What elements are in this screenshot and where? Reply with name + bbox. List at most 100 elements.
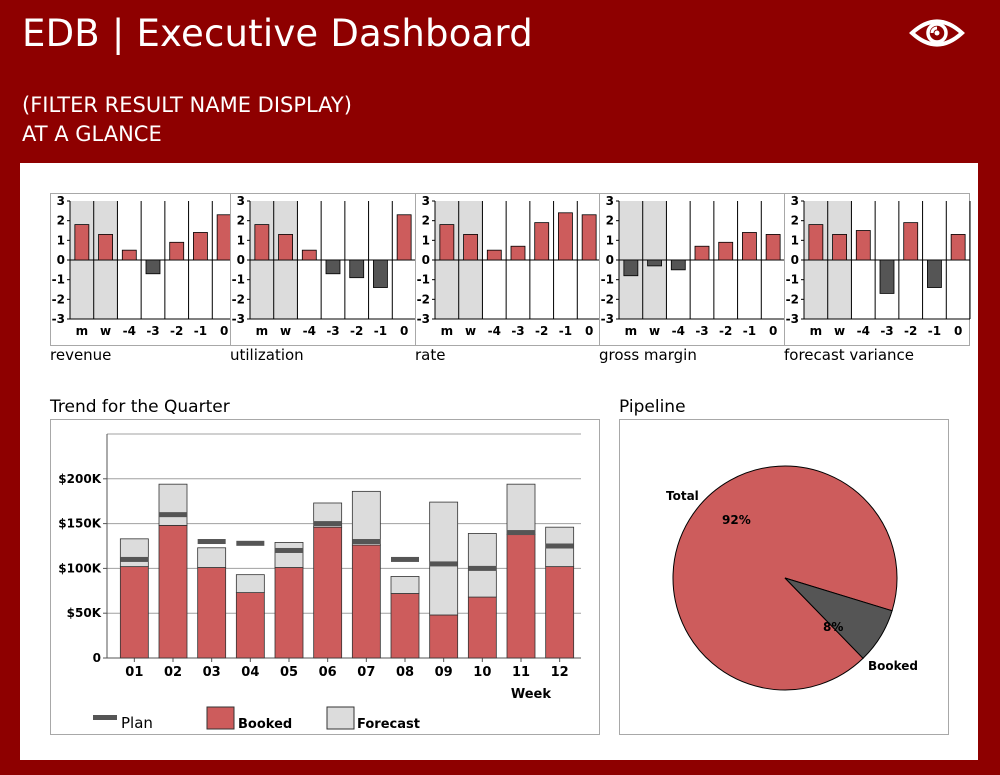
x-tick-label: -2 (904, 324, 917, 338)
y-tick-label: $50K (67, 606, 102, 620)
sparkline-bar (765, 234, 781, 261)
sparkline-chart-gross-margin: 3 2 1 0 -1 -2 -3 m w -4 -3 -2 -1 0 (601, 194, 786, 338)
sparkline-label-utilization: utilization (230, 346, 304, 364)
sparkline-bar (463, 234, 478, 261)
sparkline-bar (254, 224, 270, 261)
x-tick-label: 09 (435, 665, 453, 680)
forecast-bar (197, 547, 227, 568)
plan-marker (391, 556, 419, 562)
x-tick-label: 0 (400, 324, 408, 338)
forecast-bar (235, 574, 265, 593)
booked-bar (119, 566, 149, 659)
x-tick-label: 11 (512, 665, 530, 680)
sparkline-bar (278, 234, 293, 261)
sparkline-bar (486, 249, 502, 261)
sparkline-rate[interactable]: 3 2 1 0 -1 -2 -3 m w -4 -3 -2 -1 0 (415, 193, 602, 346)
pipeline-title: Pipeline (619, 397, 686, 417)
legend-forecast-label: Forecast (357, 717, 420, 732)
sparkline-bar (301, 249, 317, 261)
y-tick-label: -3 (52, 312, 65, 326)
pie-pct-booked: 8% (823, 620, 843, 634)
y-tick-label: -1 (786, 273, 799, 287)
booked-bar (351, 544, 381, 659)
y-tick-label: 3 (237, 194, 245, 208)
pie-pct-total: 92% (722, 513, 751, 527)
y-tick-label: 2 (57, 214, 65, 228)
sparkline-bar (74, 224, 90, 261)
sparkline-bar (623, 259, 639, 277)
y-tick-label: 1 (422, 233, 430, 247)
x-tick-label: m (76, 324, 89, 338)
x-tick-label: 10 (473, 665, 491, 680)
sparkline-bar (193, 232, 208, 261)
y-tick-label: -2 (601, 292, 614, 306)
pipeline-chart-box[interactable]: Total 92% 8% Booked (619, 419, 949, 735)
plan-marker (120, 556, 149, 562)
sparkline-bar (903, 222, 919, 261)
x-tick-label: 0 (954, 324, 962, 338)
x-tick-label: 04 (241, 665, 259, 680)
sparkline-bar (581, 214, 597, 261)
plan-marker (468, 565, 497, 571)
plan-marker (159, 512, 187, 518)
y-tick-label: 1 (791, 233, 799, 247)
sparkline-revenue[interactable]: 3 2 1 0 -1 -2 -3 m w -4 -3 -2 -1 0 (50, 193, 237, 346)
sparkline-gross-margin[interactable]: 3 2 1 0 -1 -2 -3 m w -4 -3 -2 -1 0 (599, 193, 786, 346)
x-tick-label: 07 (357, 665, 375, 680)
x-tick-label: 03 (203, 665, 221, 680)
y-tick-label: 0 (93, 651, 101, 665)
sparkline-bar (855, 230, 871, 261)
y-tick-label: 3 (791, 194, 799, 208)
trend-chart: 0 $50K $100K $150K $200K 01 02 03 04 05 06 07 08 09 10… (58, 433, 581, 732)
sparkline-bar (558, 212, 573, 261)
x-tick-label: m (441, 324, 454, 338)
x-tick-label: w (100, 324, 111, 338)
x-tick-label: m (810, 324, 823, 338)
sparkline-bar (121, 249, 137, 261)
plan-marker (429, 561, 458, 567)
y-tick-label: -3 (232, 312, 245, 326)
y-tick-label: 3 (606, 194, 614, 208)
x-tick-label: -1 (194, 324, 207, 338)
forecast-bar (467, 533, 497, 598)
x-tick-label: -4 (303, 324, 316, 338)
x-tick-label: -3 (146, 324, 159, 338)
y-tick-label: $200K (58, 472, 101, 486)
sparkline-bar (718, 241, 734, 261)
y-tick-label: -3 (417, 312, 430, 326)
sparkline-bar (742, 232, 757, 261)
x-tick-label: -1 (374, 324, 387, 338)
y-tick-label: 3 (422, 194, 430, 208)
sparkline-bar (950, 234, 966, 261)
booked-bar (467, 596, 497, 659)
plan-marker (313, 521, 342, 527)
y-tick-label: $150K (58, 517, 101, 531)
sparkline-utilization[interactable]: 3 2 1 0 -1 -2 -3 m w -4 -3 -2 -1 0 (230, 193, 417, 346)
y-tick-label: $100K (58, 561, 101, 575)
sparkline-bar (169, 241, 185, 261)
sparkline-label-gross-margin: gross margin (599, 346, 697, 364)
plan-marker (545, 543, 574, 549)
eye-icon[interactable] (908, 14, 966, 52)
forecast-bar (158, 483, 188, 526)
forecast-bar (506, 483, 536, 535)
sparkline-bar (98, 234, 113, 261)
x-tick-label: 12 (551, 665, 569, 680)
sparkline-bar (349, 259, 365, 279)
x-tick-label: -3 (326, 324, 339, 338)
plan-marker (507, 530, 535, 536)
page-subtitle: (FILTER RESULT NAME DISPLAY) AT A GLANCE (22, 91, 352, 149)
x-tick-label: -2 (719, 324, 732, 338)
x-tick-label: -3 (880, 324, 893, 338)
booked-bar (158, 524, 188, 659)
at-a-glance-label: AT A GLANCE (22, 122, 162, 146)
x-tick-label: w (834, 324, 845, 338)
sparkline-forecast-variance[interactable]: 3 2 1 0 -1 -2 -3 m w -4 -3 -2 -1 0 (784, 193, 971, 346)
y-tick-label: -3 (786, 312, 799, 326)
sparkline-bar (145, 259, 161, 275)
y-tick-label: 2 (791, 214, 799, 228)
forecast-bar (119, 538, 149, 568)
trend-chart-box[interactable]: 0 $50K $100K $150K $200K 01 02 03 04 05 06 07 08 09 10… (50, 419, 600, 735)
y-tick-label: -2 (232, 292, 245, 306)
pipeline-pie-chart: Total 92% 8% Booked (666, 465, 918, 691)
